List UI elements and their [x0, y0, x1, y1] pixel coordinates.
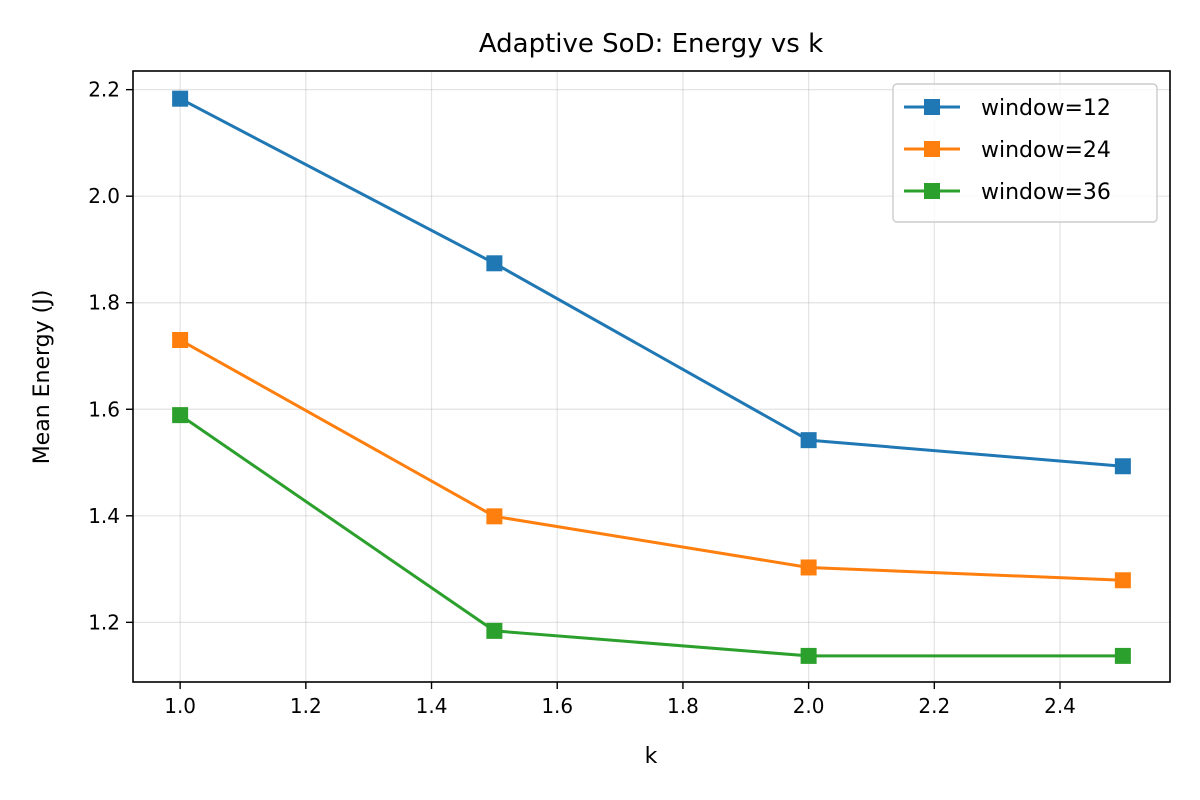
series-2	[172, 332, 1131, 589]
plot-frame	[132, 70, 1171, 683]
legend-item: window=24	[904, 138, 1111, 163]
series-1	[172, 90, 1131, 475]
y-axis-label: Mean Energy (J)	[30, 290, 55, 465]
x-tick-label: 1.6	[541, 694, 573, 718]
x-tick-label: 2.2	[918, 694, 950, 718]
x-tick-label: 1.0	[164, 694, 196, 718]
x-tick-label: 2.4	[1044, 694, 1076, 718]
data-point	[486, 508, 503, 525]
data-point	[486, 255, 503, 272]
legend-box	[892, 83, 1158, 223]
data-point	[486, 622, 503, 639]
ticks: 1.0 1.2 1.4 1.6 1.8 2.0 2.2 2.4 1.2 1.4 1.6 1.8 2.0 2…	[88, 78, 1076, 718]
data-point	[800, 432, 817, 449]
y-tick-label: 2.0	[88, 184, 120, 208]
data-point	[172, 90, 189, 107]
legend-item: window=12	[904, 96, 1111, 121]
x-tick-label: 2.0	[793, 694, 825, 718]
data-point	[172, 407, 189, 424]
x-tick-label: 1.8	[667, 694, 699, 718]
legend-marker	[924, 99, 940, 115]
data-point	[800, 559, 817, 576]
y-tick-label: 1.4	[88, 504, 120, 528]
series-line	[179, 97, 1123, 468]
x-tick-label: 1.2	[290, 694, 322, 718]
data-point	[800, 647, 817, 664]
data-point	[172, 332, 189, 349]
x-tick-label: 1.4	[416, 694, 448, 718]
legend-label: window=36	[981, 180, 1111, 205]
series-layer	[172, 90, 1131, 664]
y-tick-label: 1.2	[88, 610, 120, 634]
y-tick-label: 2.2	[88, 78, 120, 102]
legend-label: window=12	[981, 96, 1111, 121]
legend: window=12 window=24 window=36	[892, 83, 1158, 223]
x-axis-label: k	[645, 744, 658, 769]
data-point	[1114, 572, 1131, 589]
chart-title: Adaptive SoD: Energy vs k	[479, 29, 823, 59]
legend-marker	[924, 183, 940, 199]
legend-label: window=24	[981, 138, 1111, 163]
data-point	[1114, 647, 1131, 664]
legend-item: window=36	[904, 180, 1111, 205]
y-tick-label: 1.8	[88, 291, 120, 315]
legend-marker	[924, 141, 940, 157]
series-line	[179, 413, 1123, 658]
series-3	[172, 407, 1131, 664]
y-tick-label: 1.6	[88, 397, 120, 421]
series-line	[179, 338, 1123, 582]
data-point	[1114, 458, 1131, 475]
